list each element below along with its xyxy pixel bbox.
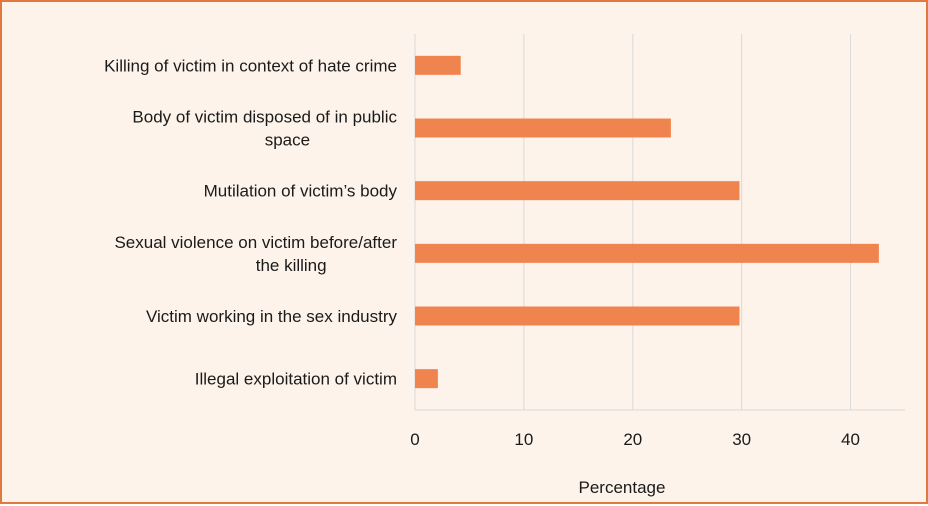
bar-4 [415,243,879,263]
category-label-2: Body of victim disposed of in public spac… [132,108,397,150]
x-tick-10: 10 [514,430,533,449]
category-label-5: Victim working in the sex industry [146,307,398,326]
category-labels: Killing of victim in context of hate cri… [104,56,397,388]
category-label-6: Illegal exploitation of victim [195,370,397,389]
bar-2 [415,118,671,138]
gridlines [414,34,905,411]
x-tick-20: 20 [623,430,642,449]
category-label-3: Mutilation of victim’s body [204,182,398,201]
category-label-1: Killing of victim in context of hate cri… [104,56,397,75]
x-tick-30: 30 [732,430,751,449]
x-tick-40: 40 [841,430,860,449]
bars [415,55,879,389]
x-tick-labels: 0 10 20 30 40 [410,430,860,449]
category-label-4: Sexual violence on victim before/after th… [114,233,397,275]
bar-5 [415,306,740,326]
x-axis-title: Percentage [579,478,666,497]
bar-6 [415,369,438,389]
x-tick-0: 0 [410,430,419,449]
bar-1 [415,55,461,75]
bar-3 [415,181,740,201]
